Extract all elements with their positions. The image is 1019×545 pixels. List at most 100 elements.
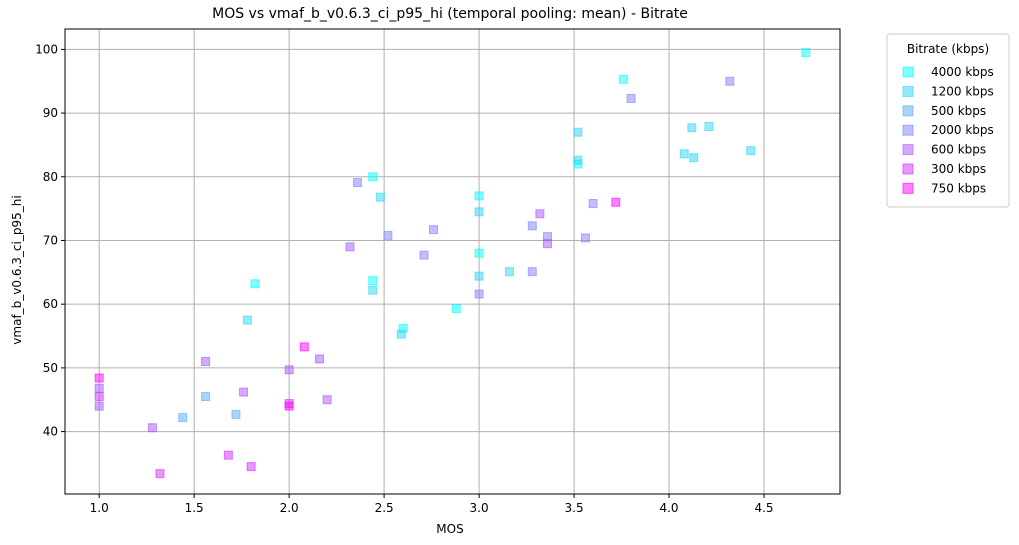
grid <box>65 29 840 494</box>
y-axis-label: vmaf_b_v0.6.3_ci_p95_hi <box>10 195 24 344</box>
data-point <box>580 233 590 243</box>
y-tick-label: 70 <box>43 233 58 247</box>
data-point <box>527 221 537 231</box>
data-point <box>704 121 714 131</box>
data-point <box>284 401 294 411</box>
legend-marker <box>902 124 914 136</box>
data-point <box>474 248 484 258</box>
data-point <box>345 242 355 252</box>
x-tick-label: 1.0 <box>90 501 109 515</box>
series-2 <box>178 392 241 423</box>
data-point <box>147 423 157 433</box>
data-point <box>618 74 628 84</box>
chart-title: MOS vs vmaf_b_v0.6.3_ci_p95_hi (temporal… <box>212 6 688 22</box>
series-4 <box>94 209 552 433</box>
legend-marker <box>902 85 914 97</box>
data-point <box>94 373 104 383</box>
legend-marker <box>902 66 914 78</box>
axis-ticks: 1.0 1.5 2.0 2.5 3.0 3.5 4.0 4.5 40 50 60 70 80 90 100 <box>35 42 773 515</box>
data-point <box>383 230 393 240</box>
data-point <box>368 172 378 182</box>
data-point <box>155 469 165 479</box>
x-tick-label: 3.5 <box>565 501 584 515</box>
data-point <box>746 146 756 156</box>
data-point <box>687 123 697 133</box>
data-point <box>242 315 252 325</box>
legend-entry-label: 4000 kbps <box>931 65 994 79</box>
series-1 <box>242 121 756 339</box>
data-point <box>527 267 537 277</box>
data-point <box>504 267 514 277</box>
data-point <box>474 289 484 299</box>
data-point <box>396 329 406 339</box>
data-point <box>474 271 484 281</box>
data-point <box>611 197 621 207</box>
legend-marker <box>902 105 914 117</box>
x-tick-label: 4.0 <box>659 501 678 515</box>
legend-entry-label: 750 kbps <box>931 181 986 195</box>
series-6 <box>94 197 621 411</box>
data-point <box>535 209 545 219</box>
data-point <box>94 383 104 393</box>
data-point <box>679 149 689 159</box>
legend-entry-label: 300 kbps <box>931 162 986 176</box>
legend-marker <box>902 182 914 194</box>
data-point <box>573 155 583 165</box>
data-points <box>94 48 811 479</box>
x-tick-label: 1.5 <box>185 501 204 515</box>
data-point <box>246 462 256 472</box>
data-point <box>689 153 699 163</box>
data-point <box>201 392 211 402</box>
plot-area-frame <box>64 28 841 495</box>
data-point <box>375 192 385 202</box>
data-point <box>368 285 378 295</box>
data-point <box>239 387 249 397</box>
y-tick-label: 80 <box>43 170 58 184</box>
data-point <box>419 250 429 260</box>
data-point <box>542 239 552 249</box>
data-point <box>474 191 484 201</box>
x-axis-label: MOS <box>436 522 463 536</box>
data-point <box>231 409 241 419</box>
data-point <box>250 279 260 289</box>
data-point <box>451 304 461 314</box>
y-tick-label: 60 <box>43 297 58 311</box>
legend-entry-label: 600 kbps <box>931 143 986 157</box>
x-tick-label: 2.0 <box>280 501 299 515</box>
legend-entry-label: 500 kbps <box>931 104 986 118</box>
y-tick-label: 40 <box>43 425 58 439</box>
data-point <box>322 395 332 405</box>
x-tick-label: 4.5 <box>754 501 773 515</box>
y-tick-label: 50 <box>43 361 58 375</box>
series-3 <box>353 76 735 299</box>
legend-entry-label: 2000 kbps <box>931 123 994 137</box>
x-tick-label: 2.5 <box>375 501 394 515</box>
data-point <box>474 207 484 217</box>
legend-box <box>886 33 1010 208</box>
data-point <box>315 354 325 364</box>
data-point <box>201 357 211 367</box>
data-point <box>94 401 104 411</box>
data-point <box>284 365 294 375</box>
y-tick-label: 90 <box>43 106 58 120</box>
data-point <box>725 76 735 86</box>
data-point <box>573 127 583 137</box>
data-point <box>299 342 309 352</box>
series-0 <box>250 48 811 333</box>
data-point <box>94 392 104 402</box>
data-point <box>368 276 378 286</box>
data-point <box>626 93 636 103</box>
data-point <box>178 413 188 423</box>
legend: Bitrate (kbps) 4000 kbps 1200 kbps 500 kbp… <box>886 33 1010 208</box>
data-point <box>429 225 439 235</box>
data-point <box>801 48 811 58</box>
x-tick-label: 3.0 <box>470 501 489 515</box>
data-point <box>588 199 598 209</box>
legend-marker <box>902 144 914 156</box>
data-point <box>223 450 233 460</box>
legend-entry-label: 1200 kbps <box>931 84 994 98</box>
y-tick-label: 100 <box>35 42 58 56</box>
legend-marker <box>902 163 914 175</box>
legend-title: Bitrate (kbps) <box>907 42 989 56</box>
